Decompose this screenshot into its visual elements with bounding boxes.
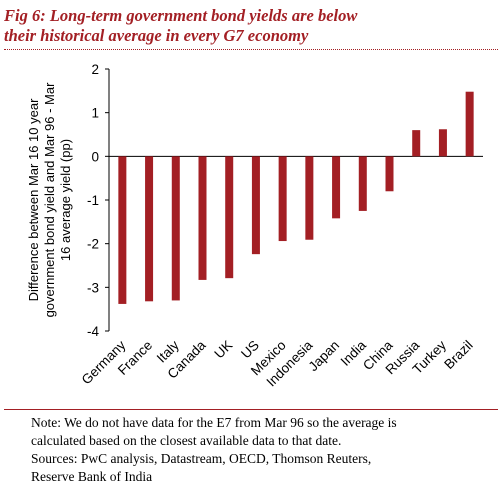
y-tick-label: -1 [87,193,99,208]
bar [278,156,287,242]
bar [358,156,367,211]
x-tick-label: Japan [306,338,343,375]
y-tick-label: -4 [87,324,99,339]
bar [251,156,260,255]
note-line-3: Sources: PwC analysis, Datastream, OECD,… [31,451,372,466]
y-axis-label-line: 16 average yield (pp) [58,139,73,261]
y-tick-label: 0 [91,149,99,164]
bar [385,156,394,192]
bar [332,156,341,219]
note-line-1: Note: We do not have data for the E7 fro… [31,415,397,430]
note-line-2: calculated based on the closest availabl… [31,433,342,448]
bar [171,156,180,301]
title-divider [4,49,498,50]
bar [198,156,207,280]
y-tick-label: 1 [91,106,99,121]
x-tick-label: UK [211,338,235,362]
chart-note: Note: We do not have data for the E7 fro… [31,414,496,486]
bar [118,156,127,304]
note-divider [4,409,498,410]
y-axis-label-line: Difference between Mar 16 10 year [26,98,41,301]
note-line-4: Reserve Bank of India [31,469,153,484]
x-tick-label: Brazil [441,338,475,372]
y-tick-label: -2 [87,237,99,252]
y-tick-label: -3 [87,280,99,295]
bar [305,156,314,240]
bar [465,91,474,157]
chart-title-line-2: their historical average in every G7 eco… [4,26,309,45]
bar [225,156,234,279]
bar [145,156,154,302]
bar [412,130,421,157]
bar [438,129,447,157]
chart-title-line-1: Fig 6: Long-term government bond yields … [4,6,358,25]
chart-title: Fig 6: Long-term government bond yields … [4,6,500,46]
y-tick-label: 2 [91,62,99,77]
y-axis-label-line: government bond yield and Mar 96 - Mar [42,82,57,318]
